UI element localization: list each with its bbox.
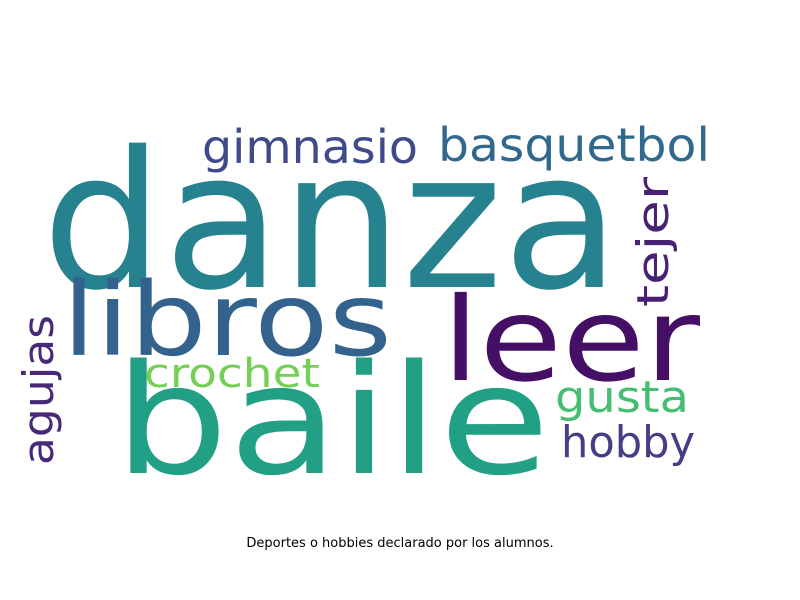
- word-danza: danza: [42, 111, 620, 332]
- word-libros: libros: [62, 261, 392, 380]
- word-hobby: hobby: [561, 417, 695, 468]
- word-gimnasio: gimnasio: [202, 120, 418, 174]
- word-leer: leer: [442, 273, 700, 408]
- word-basquetbol: basquetbol: [438, 118, 710, 172]
- word-tejer: tejer: [628, 176, 679, 307]
- word-agujas: agujas: [14, 315, 63, 465]
- word-baile: baile: [114, 332, 550, 509]
- word-gusta: gusta: [555, 372, 689, 423]
- word-crochet: crochet: [144, 351, 320, 397]
- figure-caption: Deportes o hobbies declarado por los alu…: [246, 536, 554, 551]
